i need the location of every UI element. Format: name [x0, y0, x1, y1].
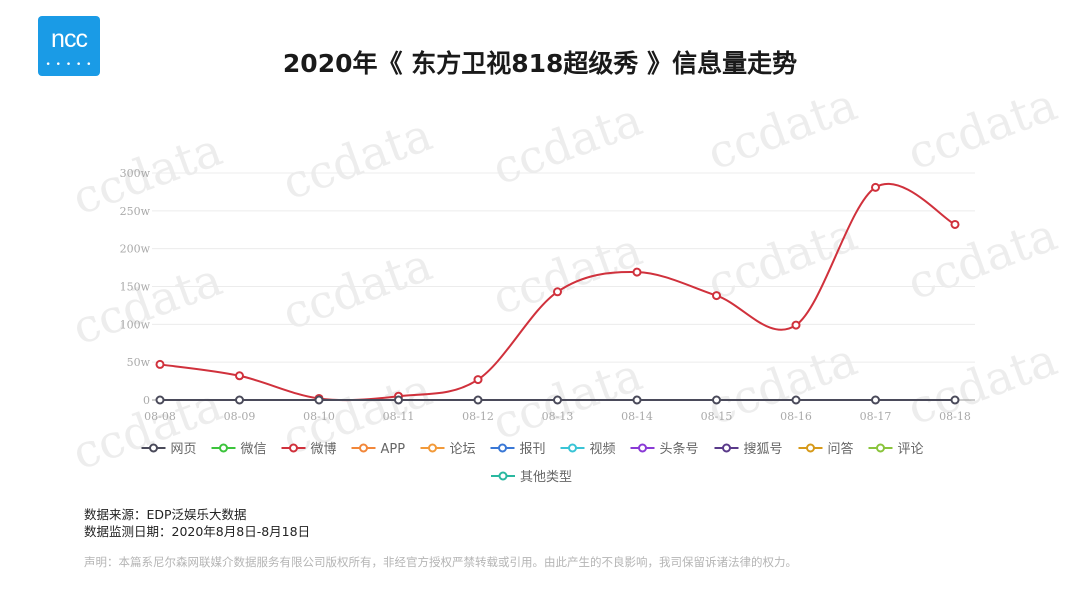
y-tick-label: 150w	[120, 281, 151, 294]
x-tick-label: 08-09	[224, 410, 256, 423]
y-tick-label: 0	[143, 394, 150, 407]
y-tick-label: 50w	[127, 356, 151, 369]
data-point[interactable]	[950, 219, 960, 229]
data-source: 数据来源：EDP泛娱乐大数据	[84, 507, 247, 522]
legend-item-网页[interactable]: 网页	[141, 442, 197, 457]
data-point[interactable]	[473, 395, 483, 405]
legend-item-搜狐号[interactable]: 搜狐号	[714, 442, 783, 457]
legend-marker	[219, 443, 228, 453]
data-point[interactable]	[791, 320, 801, 330]
data-point[interactable]	[632, 267, 642, 277]
legend-label: APP	[381, 442, 406, 457]
legend-item-问答[interactable]: 问答	[798, 441, 854, 457]
line-chart: ccdata ccdata ccdata ccdata ccdata ccdata ccda…	[65, 77, 1063, 485]
legend-marker	[498, 471, 508, 481]
watermark-text: ccdata	[900, 332, 1063, 436]
y-tick-label: 250w	[120, 205, 151, 218]
data-point[interactable]	[155, 359, 165, 369]
legend-marker	[876, 443, 885, 453]
watermark-text: ccdata	[900, 207, 1063, 311]
data-point[interactable]	[712, 291, 721, 301]
legend-item-微信[interactable]: 微信	[211, 442, 267, 457]
legend-item-头条号[interactable]: 头条号	[630, 441, 699, 457]
y-tick-label: 300w	[120, 167, 151, 180]
legend-label: 微信	[241, 442, 267, 457]
data-point[interactable]	[791, 395, 801, 405]
legend-marker	[359, 443, 368, 453]
disclaimer: 声明：本篇系尼尔森网联媒介数据服务有限公司版权所有，非经官方授权严禁转载或引用。…	[84, 555, 797, 569]
x-tick-label: 08-18	[939, 410, 971, 423]
legend-item-APP[interactable]: APP	[351, 442, 406, 457]
legend-label: 搜狐号	[744, 442, 783, 457]
legend-item-微博[interactable]: 微博	[281, 442, 337, 457]
x-tick-label: 08-12	[462, 410, 494, 423]
legend-label: 微博	[311, 442, 337, 457]
legend-label: 头条号	[660, 441, 699, 457]
data-point[interactable]	[394, 395, 403, 405]
legend-label: 问答	[828, 441, 854, 457]
data-point[interactable]	[871, 395, 880, 405]
legend-marker	[498, 443, 507, 453]
watermark-text: ccdata	[65, 252, 228, 356]
x-tick-label: 08-14	[621, 410, 653, 423]
legend-marker	[722, 443, 731, 453]
chart-title: 2020年《 东方卫视818超级秀 》信息量走势	[282, 49, 798, 78]
data-point[interactable]	[871, 182, 880, 192]
watermark-text: ccdata	[700, 77, 863, 181]
data-point[interactable]	[553, 395, 562, 405]
legend-marker	[568, 443, 577, 453]
grid-lines	[152, 172, 975, 401]
data-point[interactable]	[632, 395, 642, 405]
legend-marker	[289, 443, 298, 453]
legend-label: 视频	[590, 442, 616, 457]
data-point[interactable]	[235, 371, 244, 381]
legend-marker	[806, 443, 815, 453]
x-tick-label: 08-16	[780, 410, 812, 423]
data-point[interactable]	[314, 395, 324, 405]
x-tick-label: 08-13	[542, 410, 574, 423]
watermark-text: ccdata	[485, 92, 648, 196]
data-point[interactable]	[712, 395, 721, 405]
x-axis-ticks: 08-08 08-09 08-10 08-11 08-12 08-13 08-14 08-15…	[144, 410, 971, 423]
watermark-text: ccdata	[275, 107, 438, 211]
series-layer	[155, 182, 960, 405]
watermark-text: ccdata	[65, 377, 228, 481]
series-line-微博	[159, 182, 956, 402]
legend-marker	[428, 443, 437, 453]
data-point[interactable]	[235, 395, 244, 405]
monitor-date: 数据监测日期：2020年8月8日-8月18日	[84, 524, 311, 539]
x-tick-label: 08-10	[303, 410, 335, 423]
y-axis-ticks: 0 50w 100w 150w 200w 250w 300w	[120, 167, 151, 407]
y-tick-label: 100w	[120, 318, 151, 331]
legend-item-视频[interactable]: 视频	[560, 442, 616, 457]
legend-label: 论坛	[450, 442, 476, 457]
legend-label: 评论	[898, 442, 924, 457]
x-tick-label: 08-17	[860, 410, 892, 423]
data-point[interactable]	[950, 395, 960, 405]
data-point[interactable]	[553, 287, 562, 297]
data-point[interactable]	[473, 375, 483, 385]
logo-text: ncc	[51, 25, 88, 53]
legend-item-其他类型[interactable]: 其他类型	[491, 470, 572, 485]
legend-label: 网页	[171, 442, 197, 457]
watermark-text: ccdata	[900, 77, 1063, 181]
ncc-logo: ncc • • • • •	[38, 16, 100, 76]
legend-item-论坛[interactable]: 论坛	[420, 442, 476, 457]
logo-dots: • • • • •	[45, 60, 93, 70]
legend-marker	[638, 443, 647, 453]
x-tick-label: 08-08	[144, 410, 176, 423]
watermark-text: ccdata	[700, 207, 863, 311]
legend-label: 其他类型	[520, 470, 572, 485]
legend-item-评论[interactable]: 评论	[868, 442, 924, 457]
data-point[interactable]	[155, 395, 165, 405]
legend-label: 报刊	[520, 442, 546, 457]
x-tick-label: 08-11	[383, 410, 415, 423]
legend-item-报刊[interactable]: 报刊	[490, 442, 546, 457]
legend-marker	[149, 443, 158, 453]
y-tick-label: 200w	[120, 243, 151, 256]
watermark-text: ccdata	[485, 222, 648, 326]
x-tick-label: 08-15	[701, 410, 733, 423]
